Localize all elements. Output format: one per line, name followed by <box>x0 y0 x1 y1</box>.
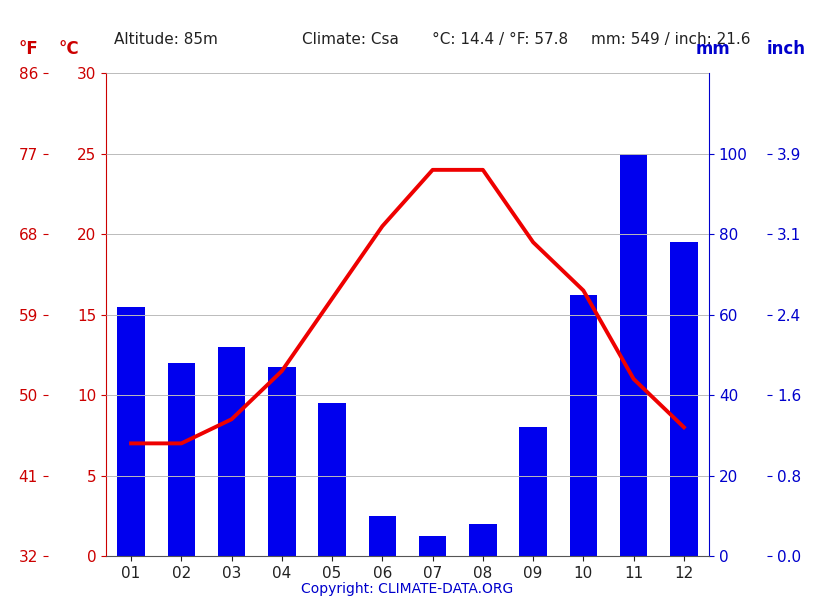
Bar <box>368 516 396 556</box>
Bar <box>319 403 346 556</box>
Bar <box>519 427 547 556</box>
Text: °F: °F <box>19 40 38 58</box>
Text: inch: inch <box>767 40 806 58</box>
Bar <box>117 307 145 556</box>
Bar <box>620 154 647 556</box>
Text: Altitude: 85m: Altitude: 85m <box>114 32 218 47</box>
Bar <box>419 536 447 556</box>
Text: mm: 549 / inch: 21.6: mm: 549 / inch: 21.6 <box>591 32 751 47</box>
Bar <box>168 363 195 556</box>
Text: °C: 14.4 / °F: 57.8: °C: 14.4 / °F: 57.8 <box>432 32 568 47</box>
Bar <box>570 295 597 556</box>
Text: °C: °C <box>59 40 80 58</box>
Bar <box>218 347 245 556</box>
Text: Climate: Csa: Climate: Csa <box>302 32 399 47</box>
Bar <box>469 524 496 556</box>
Text: mm: mm <box>696 40 730 58</box>
Bar <box>670 242 698 556</box>
Bar <box>268 367 296 556</box>
Text: Copyright: CLIMATE-DATA.ORG: Copyright: CLIMATE-DATA.ORG <box>302 582 513 596</box>
